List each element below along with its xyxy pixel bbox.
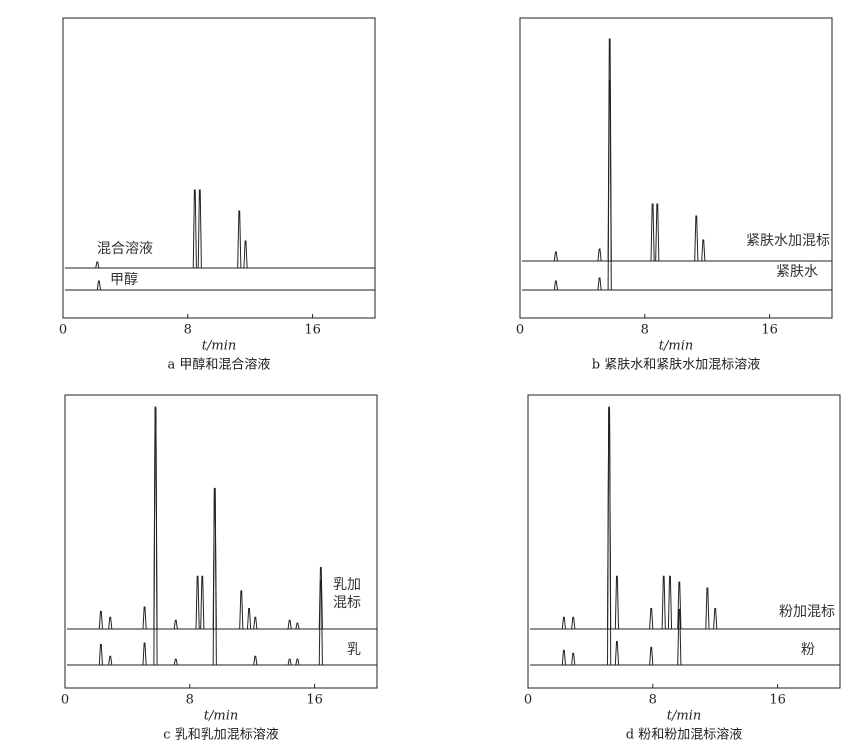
plot-frame	[519, 17, 833, 319]
peak	[677, 581, 682, 630]
plot-frame	[62, 17, 376, 319]
x-tick-label: 0	[61, 693, 69, 708]
x-tick-label: 16	[769, 693, 786, 708]
x-axis-label: t/min	[204, 709, 238, 724]
peak	[243, 240, 248, 269]
series-label: 紧肤水加混标	[746, 233, 830, 249]
peak	[287, 658, 292, 666]
peak	[667, 575, 673, 630]
peak	[142, 642, 147, 666]
peak	[614, 641, 620, 666]
peak	[108, 616, 113, 630]
peak	[705, 587, 710, 630]
peak	[253, 616, 258, 630]
caption: b 紧肤水和紧肤水加混标溶液	[592, 358, 760, 373]
peak	[195, 575, 200, 630]
peak	[197, 189, 202, 269]
peak	[173, 658, 178, 666]
peak	[192, 189, 197, 269]
peak	[295, 622, 300, 630]
plot-frame	[527, 394, 841, 689]
peak	[553, 251, 558, 262]
peak	[607, 406, 612, 666]
peak	[95, 261, 100, 269]
x-tick-label: 8	[649, 693, 657, 708]
x-tick-label: 0	[524, 693, 532, 708]
peak	[287, 619, 292, 630]
peak	[239, 590, 244, 630]
series-label: 粉加混标	[779, 604, 835, 620]
caption: a 甲醇和混合溶液	[168, 357, 271, 373]
peak	[212, 488, 217, 666]
x-tick-label: 0	[516, 323, 524, 338]
peak	[246, 607, 252, 630]
series-label: 乳加混标	[333, 577, 361, 611]
peak	[253, 655, 258, 666]
series-label: 紧肤水	[776, 264, 818, 280]
series-label: 粉	[801, 642, 815, 658]
caption: c 乳和乳加混标溶液	[163, 728, 278, 743]
x-tick-label: 8	[184, 323, 192, 338]
x-axis-label: t/min	[202, 339, 236, 354]
plot-frame	[64, 394, 378, 689]
peak	[701, 239, 706, 262]
peak	[318, 579, 323, 666]
peak	[661, 575, 666, 630]
x-axis-label: t/min	[667, 709, 701, 724]
peak	[553, 280, 558, 291]
caption: d 粉和粉加混标溶液	[626, 728, 742, 743]
peak	[142, 606, 147, 630]
peak	[96, 280, 101, 291]
peak	[173, 619, 178, 630]
peak	[108, 655, 113, 666]
peak	[677, 608, 682, 666]
series-label: 混合溶液	[97, 241, 153, 257]
peak	[98, 610, 103, 630]
x-tick-label: 8	[641, 323, 649, 338]
peak	[571, 652, 576, 666]
x-tick-label: 0	[59, 323, 67, 338]
peak	[694, 215, 699, 262]
series-label: 乳	[347, 642, 361, 658]
x-axis-label: t/min	[659, 339, 693, 354]
peak	[571, 616, 576, 630]
peak	[153, 406, 158, 666]
peak	[200, 575, 205, 630]
peak	[607, 79, 612, 291]
peak	[597, 248, 602, 262]
peak	[614, 575, 620, 630]
peak	[713, 607, 718, 630]
x-tick-label: 8	[186, 693, 194, 708]
peak	[649, 646, 654, 666]
peak	[655, 203, 660, 262]
peak	[650, 203, 655, 262]
x-tick-label: 16	[761, 323, 778, 338]
series-label: 甲醇	[110, 272, 138, 288]
peak	[561, 616, 566, 630]
peak	[597, 277, 602, 291]
peak	[561, 649, 566, 666]
x-tick-label: 16	[306, 693, 323, 708]
peak	[237, 210, 242, 269]
peak	[295, 658, 300, 666]
peak	[649, 607, 654, 630]
peak	[98, 643, 103, 666]
x-tick-label: 16	[304, 323, 321, 338]
